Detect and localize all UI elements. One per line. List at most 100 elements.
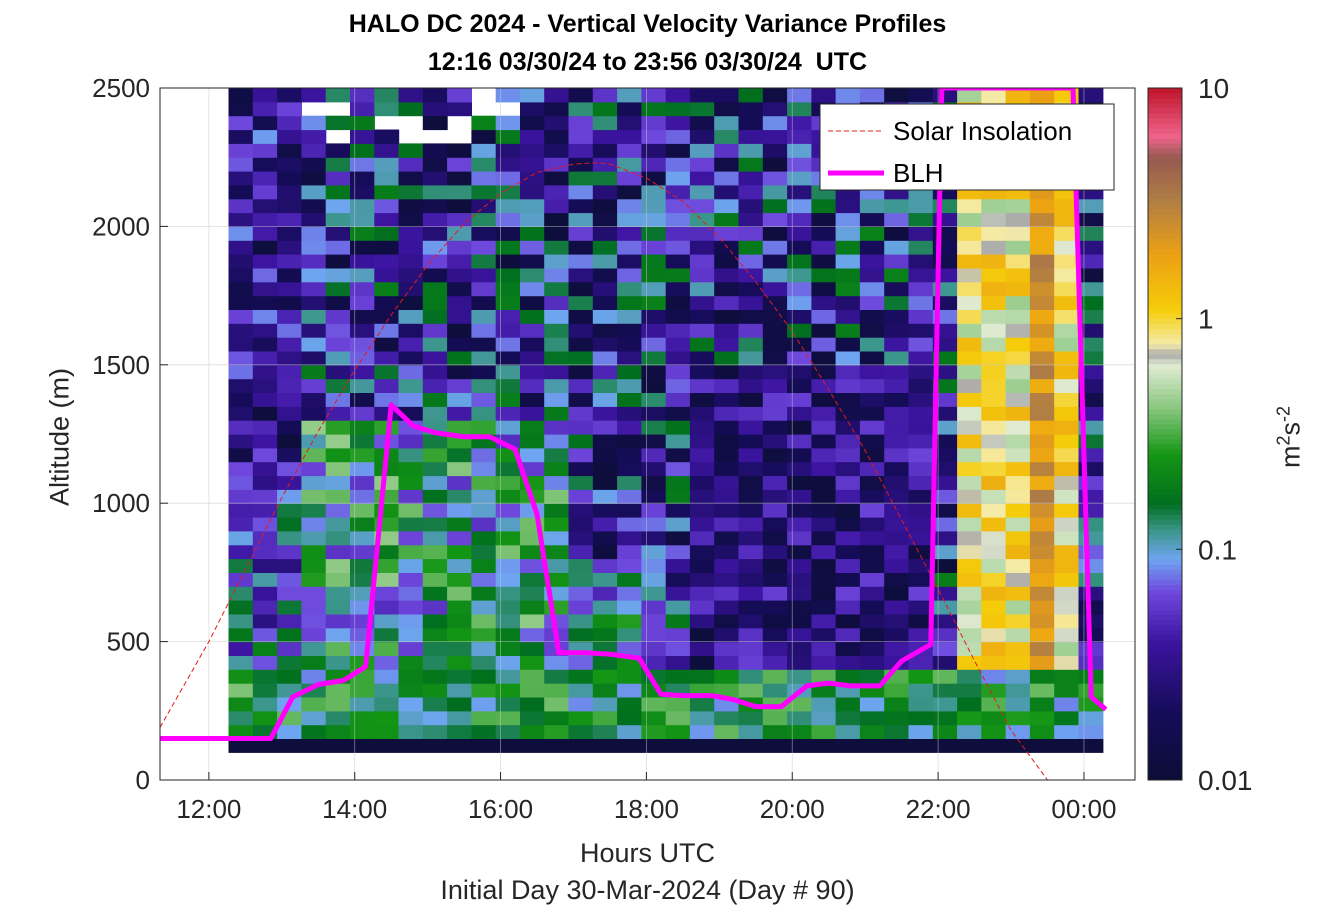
heatmap-cell bbox=[447, 724, 472, 739]
heatmap-cell bbox=[859, 226, 885, 241]
heatmap-cell bbox=[1005, 420, 1031, 435]
heatmap-cell bbox=[325, 254, 351, 269]
heatmap-cell bbox=[1078, 226, 1104, 241]
heatmap-cell bbox=[277, 544, 302, 560]
heatmap-cell bbox=[374, 572, 400, 587]
heatmap-cell bbox=[277, 364, 302, 380]
heatmap-cell bbox=[495, 364, 521, 380]
heatmap-cell bbox=[520, 724, 545, 739]
heatmap-cell bbox=[301, 254, 327, 269]
heatmap-cell bbox=[447, 351, 472, 366]
heatmap-cell bbox=[277, 129, 302, 144]
heatmap-cell bbox=[471, 406, 497, 421]
heatmap-cell bbox=[520, 323, 545, 338]
colorbar-segment bbox=[1148, 403, 1182, 410]
colorbar-segment bbox=[1148, 579, 1182, 585]
heatmap-cell bbox=[592, 669, 618, 684]
colorbar-segment bbox=[1148, 504, 1182, 510]
heatmap-cell bbox=[422, 281, 448, 297]
heatmap-cell bbox=[495, 198, 521, 214]
heatmap-cell bbox=[544, 309, 570, 324]
heatmap-cell bbox=[884, 406, 910, 421]
heatmap-cell bbox=[422, 337, 448, 352]
heatmap-cell bbox=[1029, 406, 1055, 421]
heatmap-cell bbox=[1005, 738, 1031, 753]
heatmap-cell bbox=[447, 738, 472, 753]
heatmap-cell bbox=[447, 281, 472, 297]
heatmap-cell bbox=[1054, 434, 1080, 449]
heatmap-cell bbox=[447, 254, 472, 269]
heatmap-cell bbox=[568, 267, 594, 283]
heatmap-cell bbox=[252, 101, 278, 117]
heatmap-cell bbox=[325, 295, 351, 310]
heatmap-cell bbox=[471, 655, 497, 670]
heatmap-cell bbox=[617, 337, 642, 352]
heatmap-cell bbox=[301, 295, 327, 310]
colorbar-segment bbox=[1148, 444, 1182, 450]
heatmap-cell bbox=[325, 461, 351, 477]
heatmap-cell bbox=[1054, 351, 1080, 366]
heatmap-cell bbox=[520, 129, 545, 144]
heatmap-cell bbox=[884, 641, 910, 656]
heatmap-cell bbox=[835, 295, 861, 310]
heatmap-cell bbox=[374, 613, 400, 629]
heatmap-cell bbox=[981, 544, 1007, 560]
heatmap-cell bbox=[447, 489, 472, 504]
heatmap-cell bbox=[884, 530, 910, 546]
heatmap-cell bbox=[714, 544, 740, 560]
heatmap-cell bbox=[689, 613, 715, 629]
heatmap-cell bbox=[592, 586, 618, 601]
heatmap-cell bbox=[665, 198, 691, 214]
heatmap-cell bbox=[277, 267, 302, 283]
heatmap-cell bbox=[908, 254, 934, 269]
heatmap-cell bbox=[665, 627, 691, 643]
heatmap-cell bbox=[665, 586, 691, 601]
colorbar-segment bbox=[1148, 619, 1182, 626]
colorbar-segment bbox=[1148, 709, 1182, 716]
heatmap-cell bbox=[398, 364, 424, 380]
heatmap-cell bbox=[277, 461, 302, 477]
heatmap-cell bbox=[301, 226, 327, 241]
heatmap-cell bbox=[228, 129, 254, 144]
heatmap-cell bbox=[350, 710, 375, 726]
heatmap-cell bbox=[592, 171, 618, 186]
heatmap-cell bbox=[568, 295, 594, 310]
heatmap-cell bbox=[932, 420, 958, 435]
heatmap-cell bbox=[908, 655, 934, 670]
heatmap-cell bbox=[544, 530, 570, 546]
heatmap-cell bbox=[350, 447, 375, 463]
heatmap-cell bbox=[1078, 364, 1104, 380]
heatmap-cell bbox=[787, 351, 812, 366]
heatmap-cell bbox=[471, 530, 497, 546]
heatmap-cell bbox=[835, 655, 861, 670]
heatmap-cell bbox=[398, 351, 424, 366]
heatmap-cell bbox=[714, 226, 740, 241]
heatmap-cell bbox=[932, 586, 958, 601]
heatmap-cell bbox=[568, 544, 594, 560]
heatmap-cell bbox=[617, 406, 642, 421]
heatmap-cell bbox=[228, 351, 254, 366]
heatmap-cell bbox=[1054, 295, 1080, 310]
heatmap-cell bbox=[325, 351, 351, 366]
heatmap-cell bbox=[641, 475, 667, 490]
heatmap-cell bbox=[471, 738, 497, 753]
heatmap-cell bbox=[908, 558, 934, 573]
x-tick-label: 16:00 bbox=[468, 794, 533, 824]
heatmap-cell bbox=[447, 627, 472, 643]
heatmap-cell bbox=[471, 281, 497, 297]
heatmap-cell bbox=[350, 309, 375, 324]
heatmap-cell bbox=[665, 544, 691, 560]
heatmap-cell bbox=[447, 447, 472, 463]
colorbar-tick-label: 0.1 bbox=[1198, 534, 1237, 565]
heatmap-cell bbox=[374, 655, 400, 670]
heatmap-cell bbox=[301, 641, 327, 656]
heatmap-cell bbox=[447, 337, 472, 352]
heatmap-cell bbox=[957, 641, 982, 656]
heatmap-cell bbox=[252, 655, 278, 670]
heatmap-cell bbox=[884, 88, 910, 103]
heatmap-cell bbox=[544, 669, 570, 684]
heatmap-cell bbox=[908, 420, 934, 435]
heatmap-cell bbox=[568, 240, 594, 255]
heatmap-cell bbox=[1078, 337, 1104, 352]
heatmap-cell bbox=[908, 627, 934, 643]
